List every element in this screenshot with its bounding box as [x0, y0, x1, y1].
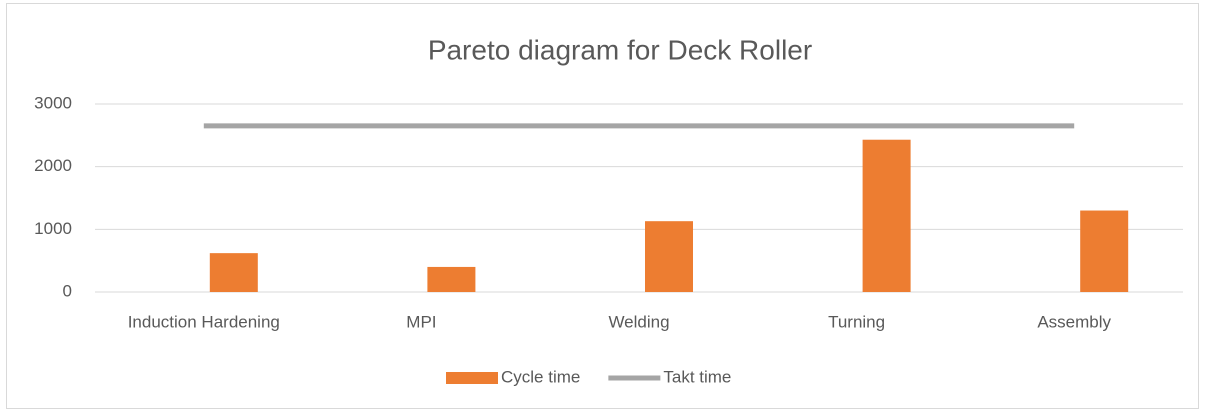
bar — [427, 266, 476, 292]
legend-label: Cycle time — [501, 367, 580, 386]
bar — [1080, 210, 1129, 292]
chart-border — [6, 3, 1199, 409]
chart-title: Pareto diagram for Deck Roller — [428, 34, 812, 65]
x-tick-label: Induction Hardening — [128, 312, 280, 331]
bar — [645, 221, 693, 292]
x-tick-label: MPI — [406, 312, 436, 331]
y-tick-label: 3000 — [34, 93, 72, 112]
x-tick-label: Assembly — [1037, 312, 1111, 331]
bar — [209, 253, 258, 292]
y-tick-label: 1000 — [34, 219, 72, 238]
legend-label: Takt time — [663, 367, 731, 386]
legend-swatch — [446, 372, 498, 384]
bar — [862, 139, 911, 292]
y-tick-label: 0 — [63, 281, 72, 300]
x-tick-label: Turning — [828, 312, 885, 331]
y-tick-label: 2000 — [34, 156, 72, 175]
x-tick-label: Welding — [608, 312, 669, 331]
